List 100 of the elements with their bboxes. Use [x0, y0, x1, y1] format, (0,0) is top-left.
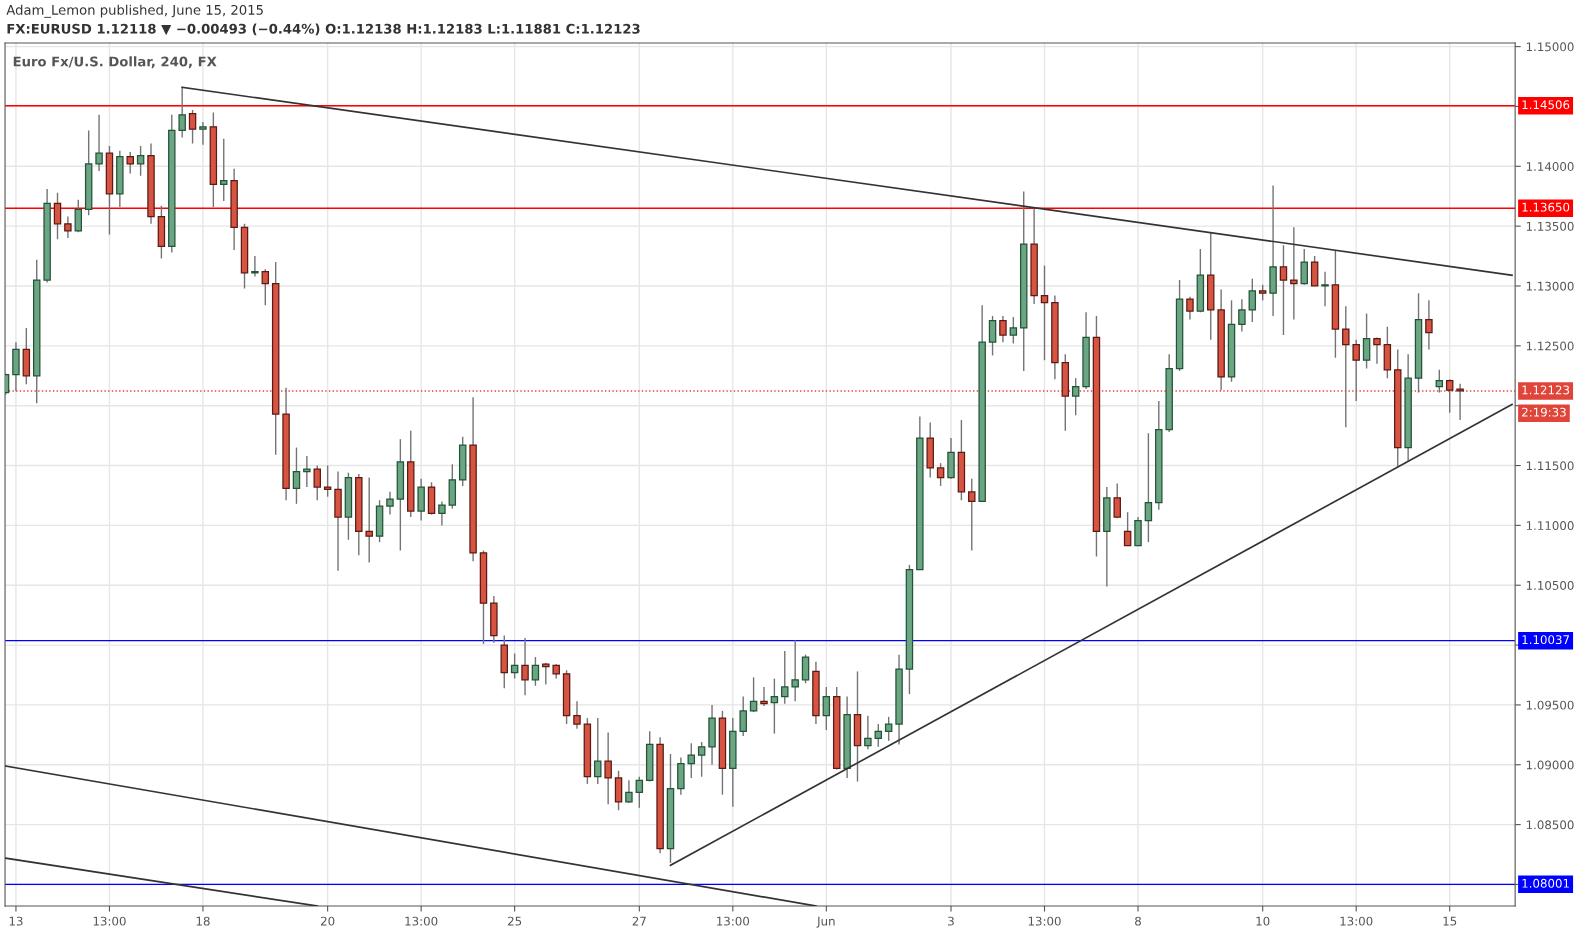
candlestick — [1009, 316, 1018, 345]
candlestick — [791, 639, 799, 703]
candlestick — [968, 478, 976, 552]
candlestick — [1352, 339, 1360, 402]
candlestick — [531, 656, 540, 687]
candlestick — [1290, 226, 1298, 321]
ref-line-label: 1.12123 — [1522, 385, 1570, 395]
candlestick — [1248, 278, 1257, 323]
candlestick — [510, 652, 519, 680]
y-tick-label: 1.14000 — [1526, 162, 1574, 171]
candlestick — [438, 500, 446, 527]
y-tick-label: 1.08500 — [1526, 820, 1574, 830]
candlestick — [1321, 270, 1329, 308]
candlestick — [417, 478, 425, 522]
y-tick-label: 1.11500 — [1526, 461, 1574, 471]
x-tick-label: 20 — [320, 916, 335, 926]
y-tick-label: 1.13500 — [1526, 221, 1574, 231]
candlestick — [1342, 305, 1350, 428]
y-tick-label: 1.09000 — [1526, 760, 1574, 770]
candlestick — [1040, 264, 1049, 361]
candlestick — [323, 464, 332, 498]
y-tick-label: 1.10500 — [1526, 580, 1574, 590]
x-tick-label: 3 — [948, 916, 954, 926]
candlestick — [822, 686, 831, 731]
y-tick-label: 1.11000 — [1526, 521, 1574, 531]
candlestick — [1144, 432, 1153, 543]
candlestick — [386, 491, 394, 516]
x-tick-label: 13:00 — [1028, 916, 1061, 926]
candlestick — [188, 109, 197, 145]
text: 2:19:33 — [1522, 407, 1566, 417]
candlestick — [199, 121, 207, 146]
x-tick-label: 13 — [9, 916, 23, 926]
x-tick-label: 27 — [632, 916, 646, 926]
candlestick — [365, 476, 373, 564]
candlestick — [95, 114, 103, 172]
candlestick — [801, 653, 810, 685]
candlestick — [53, 191, 62, 241]
x-tick-label: 13:00 — [93, 916, 126, 926]
candlestick — [614, 770, 623, 811]
candlestick — [884, 716, 893, 742]
candlestick — [251, 255, 259, 278]
x-tick-label: 10 — [1256, 916, 1270, 926]
x-tick-label: 25 — [508, 916, 522, 926]
y-tick-label: 1.09500 — [1526, 700, 1574, 710]
ref-line-label: 1.10037 — [1522, 635, 1569, 645]
x-tick-label: 13:00 — [405, 916, 438, 926]
candlestick — [303, 455, 311, 488]
y-tick-label: 1.12500 — [1526, 341, 1574, 351]
candlestick — [1445, 378, 1454, 414]
candlestick — [219, 138, 228, 202]
x-tick-label: 15 — [1443, 916, 1457, 926]
candlestick — [1310, 255, 1319, 287]
x-tick-label: 13:00 — [717, 916, 750, 926]
x-tick-label: 18 — [196, 916, 210, 926]
y-tick-label: 1.13000 — [1526, 281, 1574, 291]
candlestick — [1279, 244, 1288, 336]
candlestick — [74, 199, 83, 233]
candlestick — [1362, 312, 1371, 370]
candlestick — [604, 731, 612, 805]
candlestick — [1238, 298, 1246, 333]
candlestick — [1425, 299, 1433, 351]
text: Adam_Lemon published, June 15, 2015 — [6, 4, 263, 18]
candlestick — [573, 700, 581, 730]
candlestick — [635, 776, 644, 809]
candlestick — [542, 662, 550, 686]
candlestick — [1373, 336, 1381, 365]
candlestick — [521, 637, 529, 697]
candlestick — [874, 723, 883, 748]
candlestick — [64, 215, 72, 239]
candlestick — [1435, 369, 1444, 394]
candlestick — [760, 686, 768, 707]
x-tick-label: Jun — [816, 916, 835, 928]
candlestick — [1123, 511, 1132, 547]
candlestick — [697, 741, 706, 778]
x-tick-label: 13:00 — [1340, 916, 1373, 926]
candlestick — [178, 86, 186, 139]
text: Euro Fx/U.S. Dollar, 240, FX — [13, 56, 217, 69]
candlestick — [1113, 482, 1121, 519]
candlestick — [988, 315, 997, 357]
candlestick — [739, 695, 747, 737]
ref-line-label: 1.13650 — [1522, 202, 1570, 212]
candlestick — [781, 650, 789, 705]
candlestick — [136, 145, 145, 177]
ref-line-label: 1.08001 — [1522, 878, 1569, 888]
candlestick — [1071, 377, 1080, 416]
candlestick — [313, 464, 321, 501]
candlestick — [749, 676, 758, 713]
text: FX:EURUSD 1.12118 ▼ −0.00493 (−0.44%) O:1.12138 H:1.12183 L:1.11881 C:1.12123 — [7, 23, 640, 36]
candlestick — [770, 677, 779, 735]
ref-line-label: 1.14506 — [1522, 100, 1570, 110]
candlestick — [687, 742, 696, 779]
candlestick — [936, 462, 945, 487]
candlestick — [594, 717, 602, 785]
candlestick — [1300, 248, 1308, 286]
candlestick — [261, 268, 270, 306]
candlestick — [1456, 383, 1464, 421]
candlestick — [292, 446, 301, 505]
x-tick-label: 8 — [1135, 916, 1141, 926]
candlestick — [1186, 296, 1194, 321]
candlestick — [999, 315, 1007, 343]
